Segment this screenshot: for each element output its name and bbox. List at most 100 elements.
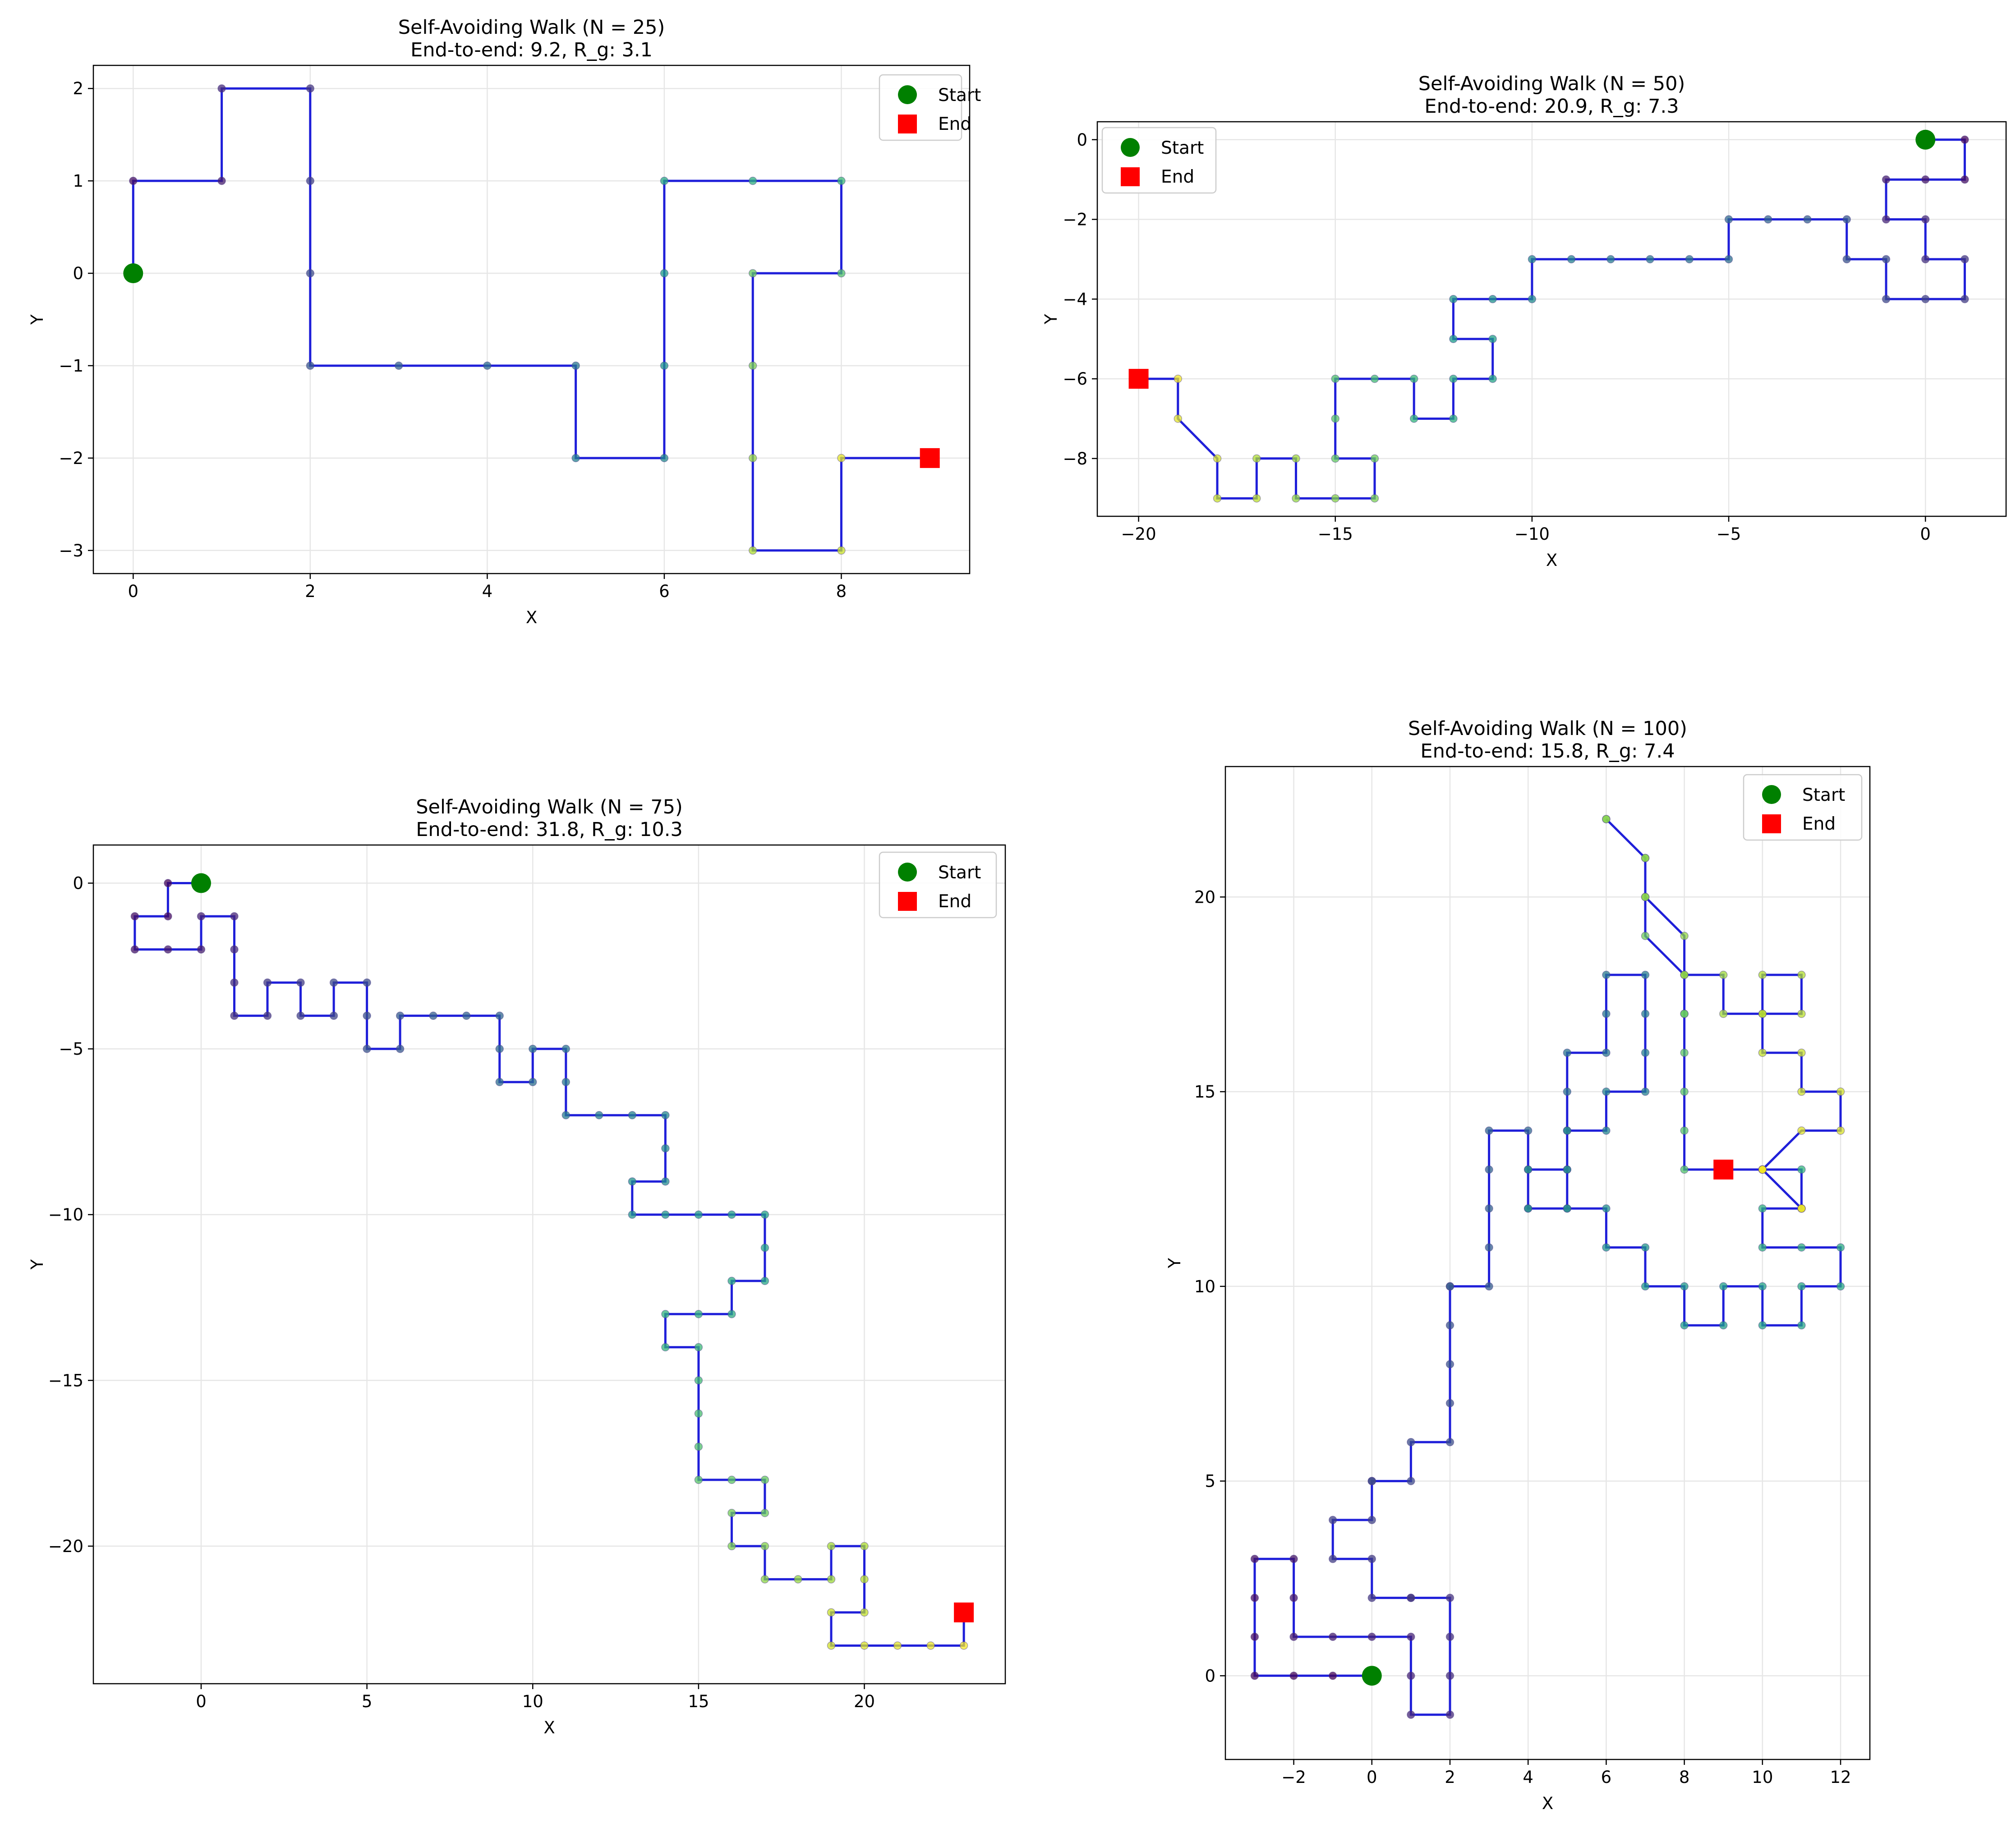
legend-start-swatch	[1762, 785, 1781, 804]
walk-point	[1797, 1048, 1806, 1057]
walk-point	[893, 1641, 902, 1650]
start-marker	[191, 873, 211, 893]
walk-point	[1836, 1243, 1845, 1252]
y-tick-label: −2	[59, 449, 83, 468]
walk-point	[1961, 255, 1969, 264]
walk-point	[306, 361, 315, 370]
walk-point	[1797, 1126, 1806, 1135]
walk-point	[1563, 1087, 1572, 1096]
walk-point	[694, 1210, 703, 1219]
walk-point	[837, 269, 846, 278]
walk-point	[860, 1575, 869, 1584]
walk-point	[164, 912, 172, 921]
walk-path	[1253, 818, 1842, 1716]
walk-point	[562, 1111, 571, 1120]
walk-point	[1407, 1594, 1415, 1602]
x-tick-label: 0	[1920, 524, 1931, 544]
legend-end-swatch	[1762, 814, 1781, 833]
legend-start-label: Start	[938, 863, 981, 883]
walk-point	[1882, 215, 1891, 224]
walk-point	[1252, 454, 1261, 463]
walk-point	[727, 1277, 736, 1286]
walk-point	[1367, 1594, 1376, 1602]
walk-point	[1921, 255, 1930, 264]
walk-point	[1724, 215, 1733, 224]
start-marker	[123, 263, 143, 284]
y-tick-label: 15	[1194, 1082, 1215, 1102]
walk-point	[1921, 215, 1930, 224]
y-tick-label: 0	[73, 874, 83, 893]
walk-point	[1292, 494, 1300, 503]
walk-point	[1797, 1243, 1806, 1252]
y-tick-label: −20	[48, 1537, 83, 1556]
x-tick-label: 2	[305, 582, 316, 601]
y-tick-label: 5	[1205, 1472, 1215, 1491]
walk-point	[363, 1044, 371, 1053]
walk-point	[837, 454, 846, 463]
x-tick-label: 0	[196, 1692, 207, 1711]
walk-point	[1370, 374, 1379, 383]
walk-point	[660, 176, 669, 185]
walk-point	[1289, 1555, 1298, 1563]
legend-frame	[1101, 127, 1217, 194]
y-tick-label: 0	[73, 264, 83, 283]
walk-point	[1445, 1672, 1454, 1680]
walk-point	[1836, 1087, 1845, 1096]
walk-point	[1445, 1360, 1454, 1369]
chart-subtitle: End-to-end: 15.8, R_g: 7.4	[1420, 740, 1675, 762]
walk-point	[661, 1144, 670, 1153]
walk-point	[1563, 1126, 1572, 1135]
walk-point	[1524, 1204, 1533, 1213]
y-tick-label: −15	[48, 1371, 83, 1390]
chart-panel-1: 0 2 4 6 8 −3 −2 −1 0 1 2 X Y Self-Avoiding Walk (N = …	[28, 16, 981, 627]
legend-start-swatch	[898, 85, 917, 104]
legend: Start End	[879, 74, 981, 141]
walk-point	[694, 1343, 703, 1352]
walk-point	[1445, 1321, 1454, 1330]
walk-point	[660, 361, 669, 370]
x-tick-label: 8	[1679, 1768, 1690, 1787]
walk-point	[661, 1210, 670, 1219]
walk-point	[1641, 1243, 1650, 1252]
legend-end-label: End	[1802, 814, 1836, 834]
walk-point	[363, 1011, 371, 1020]
walk-point	[1409, 374, 1418, 383]
walk-point	[1449, 295, 1458, 303]
y-tick-label: 1	[73, 171, 83, 191]
x-tick-label: 15	[688, 1692, 709, 1711]
walk-point	[1680, 970, 1689, 979]
chart-title: Self-Avoiding Walk (N = 75)	[416, 796, 683, 818]
walk-point	[1921, 175, 1930, 184]
walk-point	[748, 454, 757, 463]
walk-point	[595, 1111, 603, 1120]
legend: Start End	[1101, 127, 1217, 194]
walk-point	[1797, 1087, 1806, 1096]
walk-point	[748, 361, 757, 370]
walk-point	[1719, 1282, 1728, 1291]
walk-point	[495, 1011, 504, 1020]
walk-point	[1602, 970, 1611, 979]
walk-point	[827, 1575, 836, 1584]
walk-point	[164, 945, 172, 954]
legend-end-label: End	[938, 114, 971, 134]
x-tick-label: 6	[1601, 1768, 1612, 1787]
walk-point	[660, 454, 669, 463]
walk-point	[661, 1177, 670, 1186]
walk-point	[1367, 1516, 1376, 1525]
walk-point	[628, 1210, 637, 1219]
x-tick-label: 12	[1830, 1768, 1851, 1787]
walk-point	[1292, 454, 1300, 463]
walk-point	[217, 176, 226, 185]
walk-point	[1328, 1632, 1337, 1641]
walk-point	[1680, 1087, 1689, 1096]
walk-point	[1758, 1321, 1767, 1330]
walk-point	[1758, 1010, 1767, 1018]
walk-point	[1641, 970, 1650, 979]
walk-point	[1641, 932, 1650, 940]
x-tick-label: 10	[1752, 1768, 1773, 1787]
walk-point	[1797, 970, 1806, 979]
y-tick-label: −3	[59, 541, 83, 560]
walk-point	[1250, 1555, 1259, 1563]
walk-point	[296, 1011, 305, 1020]
x-tick-label: 0	[128, 582, 139, 601]
